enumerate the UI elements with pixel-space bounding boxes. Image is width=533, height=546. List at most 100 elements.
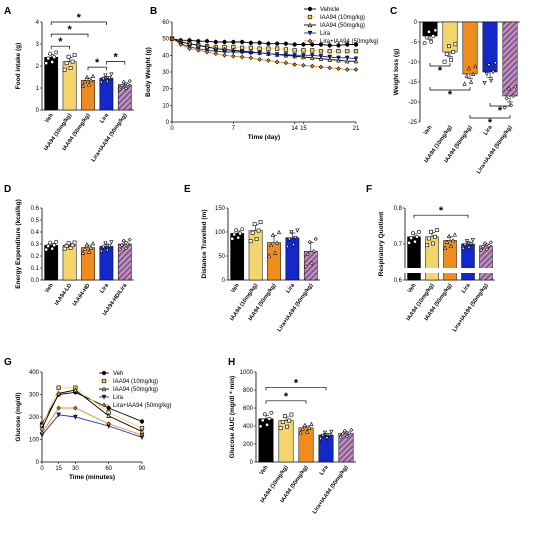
- y-tick-label: 400: [29, 370, 40, 376]
- y-tick-label: 50: [218, 254, 225, 260]
- significance-bracket: [50, 33, 89, 38]
- data-point: [451, 50, 456, 54]
- data-point: [222, 53, 227, 58]
- data-point: [327, 433, 332, 438]
- y-axis-label: Glucose (mg/dl): [15, 392, 22, 441]
- data-point: [267, 416, 272, 421]
- data-point: [513, 84, 518, 89]
- data-point: [318, 49, 324, 54]
- data-point: [309, 261, 314, 266]
- data-point: [484, 72, 489, 77]
- data-point: [109, 240, 114, 245]
- y-tick-label: -5: [412, 40, 418, 46]
- category-label: Lira+IAA94 (50mg/kg): [452, 283, 490, 334]
- significance-star: *: [498, 105, 503, 117]
- significance-bracket: [429, 87, 471, 91]
- data-point: [318, 437, 323, 442]
- data-point: [39, 430, 45, 435]
- data-point: [327, 54, 332, 60]
- data-point: [88, 245, 94, 250]
- data-point: [442, 59, 447, 64]
- data-point: [238, 231, 243, 236]
- legend-marker: [307, 22, 313, 28]
- data-point: [407, 240, 412, 245]
- data-point: [82, 246, 88, 251]
- data-point: [310, 42, 315, 47]
- data-point: [48, 240, 53, 245]
- category-label: IAA94-LD: [54, 283, 73, 307]
- x-tick-label: 30: [72, 466, 79, 472]
- data-point: [66, 241, 71, 246]
- legend-marker: [101, 370, 107, 376]
- data-point: [240, 227, 245, 232]
- y-tick-label: 50: [162, 37, 169, 43]
- data-point: [353, 56, 359, 62]
- y-tick-label: 0.5: [31, 218, 40, 224]
- data-point: [64, 61, 69, 66]
- data-point: [320, 433, 325, 439]
- data-point: [50, 60, 55, 64]
- data-point: [304, 429, 310, 434]
- panel-letter-A: A: [4, 6, 11, 17]
- data-point: [73, 414, 78, 420]
- data-point: [309, 63, 315, 69]
- data-point: [283, 60, 289, 66]
- data-point: [54, 50, 59, 55]
- series-line: [171, 38, 357, 60]
- data-point: [466, 65, 472, 71]
- significance-bracket: [469, 115, 511, 119]
- data-point: [178, 42, 183, 47]
- y-tick-label: 100: [29, 438, 40, 444]
- y-tick-label: 0: [36, 460, 40, 466]
- data-point: [70, 59, 75, 64]
- data-point: [345, 42, 350, 47]
- data-point: [266, 253, 272, 258]
- data-point: [239, 39, 245, 45]
- y-tick-label: 400: [243, 424, 254, 430]
- data-point: [39, 425, 45, 431]
- data-point: [411, 231, 415, 236]
- data-point: [80, 83, 86, 88]
- data-point: [80, 250, 86, 255]
- data-point: [434, 228, 439, 233]
- data-point: [119, 83, 124, 88]
- data-point: [139, 432, 145, 438]
- y-tick-label: -15: [408, 80, 417, 86]
- data-point: [68, 245, 73, 250]
- significance-star: *: [488, 117, 493, 129]
- data-point: [84, 74, 90, 80]
- data-point: [424, 35, 429, 40]
- significance-star: *: [439, 205, 444, 217]
- data-point: [106, 413, 111, 418]
- data-point: [425, 243, 430, 248]
- data-point: [196, 39, 201, 44]
- significance-bracket: [413, 214, 469, 219]
- data-point: [70, 243, 75, 248]
- x-tick-label: 90: [139, 466, 146, 472]
- data-point: [292, 42, 297, 47]
- data-point: [471, 71, 476, 76]
- data-point: [84, 242, 90, 247]
- data-point: [250, 230, 255, 235]
- legend-marker: [307, 6, 313, 12]
- data-point: [318, 64, 324, 70]
- category-label: Lira: [483, 124, 494, 137]
- data-point: [493, 61, 498, 66]
- legend-label: IAA94 (50mg/kg): [113, 387, 158, 393]
- panel-letter-G: G: [4, 357, 12, 368]
- data-point: [470, 238, 475, 243]
- data-point: [106, 421, 111, 426]
- data-point: [72, 240, 77, 245]
- data-point: [292, 48, 297, 53]
- data-point: [123, 86, 128, 91]
- data-point: [285, 244, 290, 250]
- y-tick-label: 60: [162, 20, 169, 26]
- legend-label: Lira: [113, 395, 124, 401]
- data-point: [453, 42, 458, 47]
- data-point: [464, 239, 470, 244]
- data-point: [292, 62, 297, 67]
- panel-letter-E: E: [184, 184, 191, 195]
- data-point: [257, 40, 262, 45]
